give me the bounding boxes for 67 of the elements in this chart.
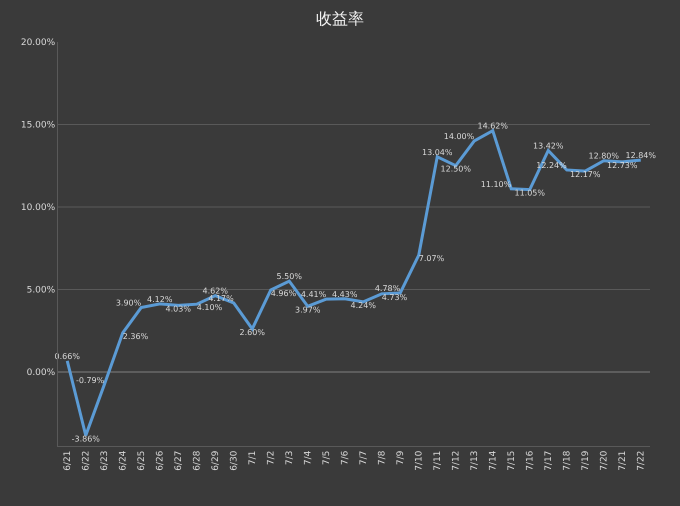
data-label: 2.60%	[240, 328, 266, 337]
data-label: 13.04%	[422, 148, 453, 157]
data-label: 14.62%	[477, 122, 508, 131]
data-label: 2.36%	[122, 332, 149, 341]
x-tick-label: 6/24	[118, 450, 129, 471]
x-tick-label: 7/11	[433, 450, 444, 471]
x-tick-label: 7/14	[488, 450, 499, 471]
data-label: 4.41%	[300, 290, 327, 300]
x-tick-label: 7/15	[507, 450, 518, 471]
data-label: 4.24%	[350, 300, 376, 310]
x-tick-label: 7/16	[526, 450, 536, 471]
x-tick-label: 6/26	[156, 450, 166, 471]
x-tick-label: 7/10	[414, 450, 425, 471]
data-label: 12.50%	[440, 164, 472, 174]
x-tick-label: 7/19	[581, 450, 592, 471]
x-tick-label: 7/12	[452, 450, 462, 471]
data-label: 12.84%	[625, 151, 656, 160]
data-label: 4.96%	[270, 289, 297, 298]
x-tick-label: 7/17	[544, 450, 554, 471]
x-tick-label: 7/13	[470, 450, 480, 471]
x-tick-label: 6/23	[100, 450, 110, 471]
y-tick-label: 5.00%	[26, 286, 56, 296]
x-tick-label: 7/2	[266, 450, 277, 466]
x-tick-label: 6/30	[230, 450, 240, 471]
x-tick-label: 6/21	[63, 450, 74, 471]
data-label: 14.00%	[444, 132, 475, 141]
x-tick-label: 7/18	[562, 450, 573, 471]
x-tick-label: 7/20	[600, 450, 610, 471]
data-label: -0.79%	[76, 376, 105, 385]
x-tick-label: 7/7	[359, 450, 370, 466]
x-tick-label: 7/5	[322, 450, 332, 466]
y-tick-label: 15.00%	[20, 120, 56, 131]
data-label: 4.73%	[382, 292, 408, 302]
data-label: 12.17%	[570, 170, 601, 180]
data-label: 4.10%	[196, 303, 223, 312]
x-tick-label: 6/29	[211, 450, 222, 471]
y-tick-label: 20.00%	[20, 38, 56, 48]
x-tick-label: 6/28	[192, 450, 203, 471]
y-tick-label: 10.00%	[20, 203, 56, 214]
data-label: 11.05%	[514, 188, 546, 198]
data-label: 4.78%	[374, 284, 401, 293]
data-label: 7.07%	[418, 254, 445, 264]
x-tick-label: 7/1	[248, 450, 258, 466]
data-label: 4.62%	[202, 286, 228, 296]
x-tick-label: 6/25	[137, 450, 148, 471]
data-label: -3.86%	[72, 434, 100, 444]
data-label: 4.03%	[166, 304, 192, 314]
data-label: 5.50%	[276, 272, 302, 282]
x-tick-label: 7/8	[378, 450, 388, 466]
x-tick-label: 7/6	[340, 450, 351, 466]
data-label: 3.90%	[116, 298, 142, 308]
x-tick-label: 7/3	[285, 450, 296, 466]
data-label: 0.66%	[54, 352, 80, 361]
x-tick-label: 7/9	[396, 450, 406, 466]
x-tick-label: 7/21	[618, 450, 628, 471]
data-label: 12.73%	[606, 160, 638, 170]
data-label: 3.97%	[295, 305, 321, 314]
chart-title: 收益率	[316, 8, 364, 28]
y-tick-label: 0.00%	[26, 368, 56, 378]
data-label: 4.12%	[147, 294, 173, 304]
data-label: 13.42%	[532, 142, 564, 150]
x-tick-label: 6/22	[82, 450, 92, 471]
x-tick-label: 6/27	[174, 450, 184, 471]
data-label: 4.43%	[332, 290, 358, 299]
data-label: 12.80%	[588, 152, 620, 161]
x-tick-label: 7/4	[304, 450, 314, 466]
x-tick-label: 7/22	[636, 450, 647, 471]
